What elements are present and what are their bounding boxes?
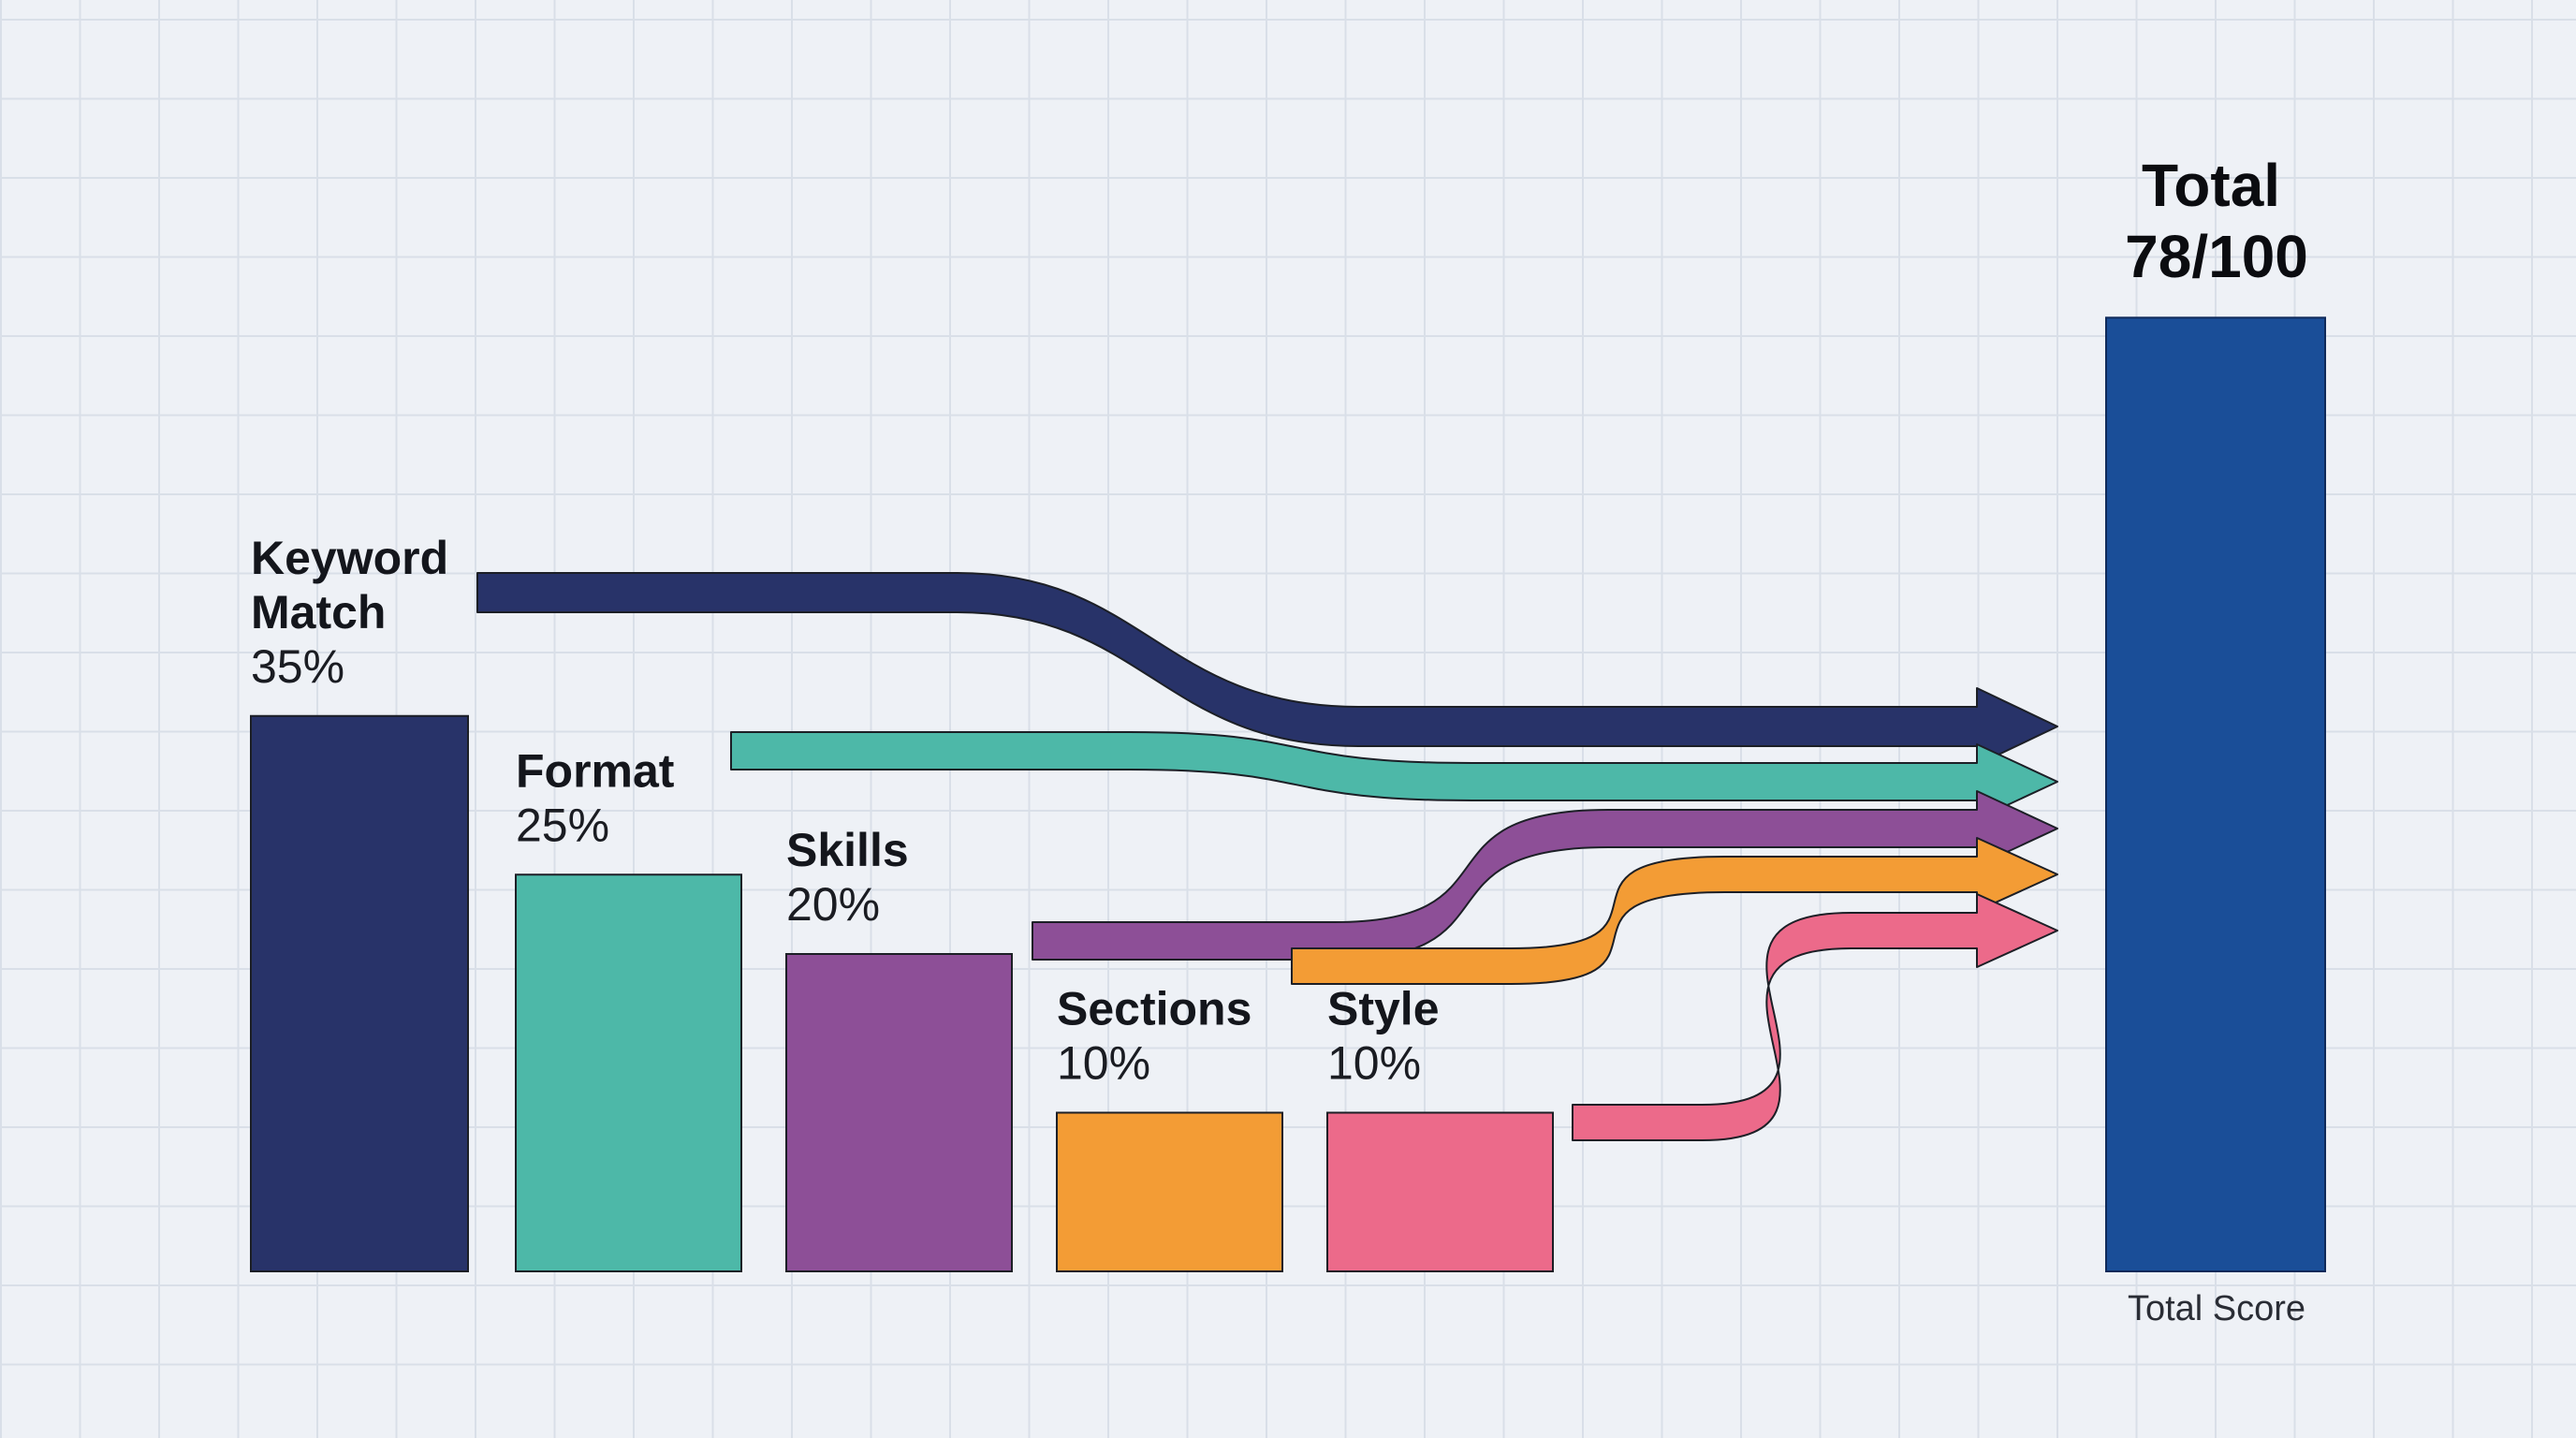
flow-arrows	[476, 572, 2058, 1141]
flow-arrow-format	[730, 731, 2058, 820]
bar-sections	[1056, 1111, 1283, 1272]
total-heading: Total	[2142, 152, 2280, 219]
flow-arrow-sections	[1291, 837, 2058, 985]
bar-style	[1326, 1111, 1554, 1272]
label-keyword-match-line-1: Keyword	[251, 532, 448, 584]
value-label-keyword-match: 35%	[251, 640, 344, 693]
bar-format	[515, 873, 742, 1272]
label-style: Style	[1327, 983, 1440, 1035]
label-keyword-match-line-2: Match	[251, 586, 386, 638]
flow-arrow-skills	[1032, 790, 2058, 961]
value-label-sections: 10%	[1057, 1037, 1150, 1090]
value-label-skills: 20%	[786, 878, 880, 931]
bar-keyword-match	[250, 714, 469, 1272]
flow-arrow-keyword-match	[476, 572, 2058, 766]
total-value-label: 78/100	[2125, 223, 2308, 290]
total-caption: Total Score	[2128, 1289, 2305, 1328]
bar-skills	[785, 953, 1013, 1272]
category-bars	[250, 714, 1554, 1272]
label-format: Format	[516, 744, 675, 797]
flow-arrow-style	[1572, 893, 2058, 1141]
value-label-style: 10%	[1327, 1037, 1421, 1090]
label-skills: Skills	[786, 824, 909, 876]
total-bar	[2105, 316, 2326, 1272]
total-bar-group: Total 78/100 Total Score	[2105, 152, 2326, 1328]
label-sections: Sections	[1057, 983, 1251, 1035]
value-label-format: 25%	[516, 799, 609, 851]
